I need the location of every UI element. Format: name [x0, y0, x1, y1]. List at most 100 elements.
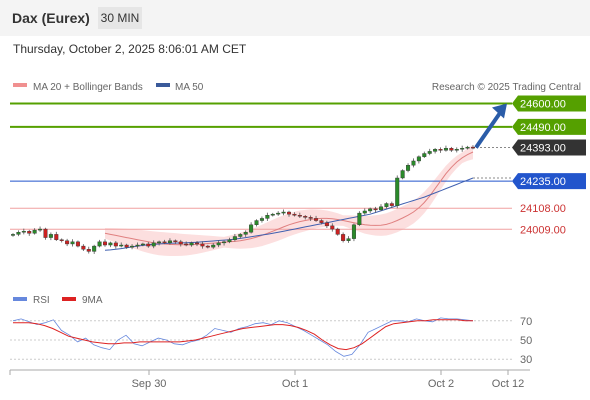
candle-body	[460, 147, 465, 150]
candle-body	[341, 234, 346, 241]
candle-body	[259, 218, 264, 221]
x-tick-label: Oct 12	[492, 378, 524, 390]
candle-body	[319, 220, 324, 223]
candle-body	[357, 212, 362, 226]
ma20-line	[104, 151, 474, 246]
candle-body	[200, 243, 205, 247]
x-tick-label: Oct 2	[428, 378, 454, 390]
level-tag-24490.00	[512, 118, 586, 135]
chart-legend: MA 20 + Bollinger Bands MA 50 Research ©…	[13, 82, 581, 93]
bollinger-band-area	[105, 144, 473, 256]
candle-body	[86, 249, 91, 252]
ma20-legend-swatch	[13, 83, 27, 87]
forecast-arrow-shaft	[474, 110, 503, 149]
candle-body	[102, 241, 107, 246]
candle-body	[140, 243, 145, 246]
rsi-tick-30: 30	[520, 354, 532, 366]
rsi-tick-70: 70	[520, 316, 532, 328]
candle-body	[130, 245, 135, 248]
candle-body	[471, 146, 476, 149]
moving-averages	[104, 151, 512, 251]
level-label-24009.00: 24009.00	[520, 224, 566, 236]
candle-body	[222, 241, 227, 244]
candle-body	[189, 242, 194, 246]
candle-body	[389, 203, 394, 206]
level-label-24235.00: 24235.00	[520, 176, 566, 188]
candle-body	[303, 216, 308, 218]
x-tick-label: Sep 30	[132, 378, 167, 390]
ma50-line	[104, 177, 474, 251]
forecast-arrow	[474, 103, 507, 149]
candle-body	[411, 160, 416, 166]
ma50-legend-label: MA 50	[175, 82, 204, 93]
price-levels: 24600.00 24490.00 24393.00 24235.00 24108.00…	[10, 95, 586, 236]
rsi-ma-legend-label: 9MA	[82, 295, 103, 306]
candle-body	[346, 238, 351, 241]
candle-body	[162, 241, 167, 244]
rsi-legend-label: RSI	[33, 295, 50, 306]
candle-body	[194, 242, 199, 245]
candle-body	[146, 243, 151, 247]
level-label-24490.00: 24490.00	[520, 122, 566, 134]
rsi-ma-line	[13, 319, 473, 351]
candle-body	[465, 146, 470, 149]
candle-body	[297, 215, 302, 217]
candle-body	[406, 165, 411, 171]
candle-body	[92, 245, 97, 252]
rsi-line	[12, 317, 474, 357]
candle-body	[151, 242, 156, 247]
candle-body	[119, 244, 124, 247]
level-tag-24600.00	[512, 95, 586, 112]
rsi-ma-legend-swatch	[62, 297, 76, 301]
level-label-24600.00: 24600.00	[520, 99, 566, 111]
candle-body	[27, 230, 32, 234]
level-label-24393.00: 24393.00	[520, 143, 566, 155]
candle-body	[227, 239, 232, 243]
candle-body	[400, 170, 405, 179]
candle-body	[16, 232, 21, 235]
candle-body	[48, 234, 53, 238]
candle-body	[167, 240, 172, 244]
timeframe-badge[interactable]: 30 MIN	[98, 7, 142, 29]
chart-datetime: Thursday, October 2, 2025 8:06:01 AM CET	[13, 42, 247, 56]
candle-body	[330, 225, 335, 230]
candle-body	[184, 243, 189, 246]
candle-body	[351, 224, 356, 239]
candle-body	[59, 239, 64, 241]
candle-body	[38, 228, 43, 231]
candle-body	[373, 208, 378, 211]
candle-body	[395, 177, 400, 206]
candle-body	[32, 229, 37, 234]
candle-body	[21, 230, 26, 233]
ma50-legend-swatch	[156, 83, 170, 87]
candle-body	[443, 147, 448, 151]
candle-body	[335, 228, 340, 235]
candle-body	[81, 245, 86, 250]
candle-body	[287, 211, 292, 215]
candle-body	[438, 149, 443, 151]
candle-body	[368, 208, 373, 212]
candle-body	[54, 234, 59, 240]
candle-body	[124, 244, 129, 248]
rsi-legend-swatch	[13, 297, 27, 301]
candle-body	[422, 153, 427, 157]
candle-body	[75, 241, 80, 247]
candle-body	[211, 244, 216, 248]
candle-body	[265, 215, 270, 219]
instrument-title: Dax (Eurex)	[12, 10, 90, 26]
candle-body	[173, 240, 178, 243]
rsi-legend: RSI 9MA	[13, 295, 103, 306]
candle-body	[449, 147, 454, 151]
forecast-arrow-head	[492, 103, 507, 119]
candle-body	[324, 222, 329, 227]
level-label-24108.00: 24108.00	[520, 203, 566, 215]
candle-body	[178, 241, 183, 245]
candle-body	[270, 213, 275, 216]
candle-body	[70, 241, 75, 245]
candle-body	[205, 245, 210, 248]
candle-body	[113, 242, 118, 247]
candle-body	[65, 240, 70, 245]
rsi-tick-50: 50	[520, 335, 532, 347]
level-tag-24393.00	[512, 139, 586, 156]
